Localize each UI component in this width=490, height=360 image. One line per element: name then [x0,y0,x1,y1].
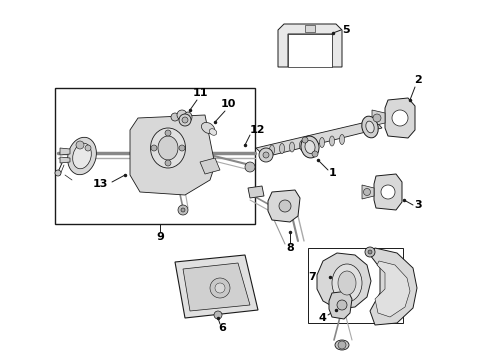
Circle shape [245,162,255,172]
Ellipse shape [332,264,362,302]
Text: 5: 5 [342,25,350,35]
Text: 3: 3 [414,200,422,210]
Polygon shape [374,174,402,210]
Polygon shape [372,110,385,126]
Circle shape [338,341,346,349]
Circle shape [181,208,185,212]
Circle shape [215,283,225,293]
Ellipse shape [290,142,294,152]
Bar [305,25,315,32]
Polygon shape [385,98,415,138]
Ellipse shape [319,138,324,148]
Circle shape [177,110,187,120]
Polygon shape [130,115,215,195]
Ellipse shape [150,128,186,168]
Text: 9: 9 [156,232,164,242]
Text: 7: 7 [308,272,316,282]
Ellipse shape [68,137,97,175]
Ellipse shape [305,140,315,153]
Text: 8: 8 [286,243,294,253]
Ellipse shape [158,136,178,160]
Polygon shape [60,157,70,163]
Text: 1: 1 [329,168,337,178]
Polygon shape [288,34,332,67]
Polygon shape [256,120,382,157]
Circle shape [165,160,171,166]
Polygon shape [200,158,220,174]
Circle shape [364,189,370,195]
Text: 13: 13 [92,179,108,189]
Polygon shape [175,255,258,318]
Ellipse shape [362,116,378,138]
Circle shape [171,113,179,121]
Polygon shape [317,253,371,309]
Text: 2: 2 [414,75,422,85]
Text: 10: 10 [220,99,236,109]
Polygon shape [362,185,374,199]
Ellipse shape [335,340,349,350]
Ellipse shape [338,271,356,295]
Circle shape [302,137,308,143]
Circle shape [312,151,318,157]
Circle shape [392,110,408,126]
Circle shape [279,200,291,212]
Polygon shape [268,190,300,222]
Ellipse shape [301,136,319,158]
Polygon shape [329,291,352,319]
Ellipse shape [340,135,344,144]
Circle shape [381,185,395,199]
Circle shape [263,152,269,158]
Polygon shape [375,261,410,317]
Text: 12: 12 [250,125,266,135]
Ellipse shape [299,140,304,150]
Circle shape [151,145,157,151]
Circle shape [373,114,381,122]
Circle shape [165,130,171,136]
Ellipse shape [270,145,274,155]
Circle shape [179,145,185,151]
Polygon shape [278,24,342,67]
Text: 11: 11 [192,88,208,98]
Ellipse shape [329,136,335,146]
Text: 6: 6 [218,323,226,333]
Text: 4: 4 [318,313,326,323]
Ellipse shape [310,139,315,149]
Circle shape [210,278,230,298]
Polygon shape [60,148,70,155]
Bar [55,88,255,224]
Circle shape [179,114,191,126]
Circle shape [368,250,372,254]
Circle shape [214,311,222,319]
Bar [308,248,403,323]
Circle shape [337,300,347,310]
Ellipse shape [279,144,285,153]
Ellipse shape [73,143,91,169]
Circle shape [259,148,273,162]
Circle shape [178,205,188,215]
Circle shape [365,247,375,257]
Circle shape [85,145,91,151]
Ellipse shape [209,129,217,135]
Ellipse shape [184,112,192,122]
Circle shape [76,141,84,149]
Circle shape [55,170,61,176]
Ellipse shape [366,121,374,133]
Polygon shape [183,263,250,311]
Circle shape [182,117,188,123]
Polygon shape [248,186,264,198]
Polygon shape [370,248,417,325]
Ellipse shape [201,122,215,134]
